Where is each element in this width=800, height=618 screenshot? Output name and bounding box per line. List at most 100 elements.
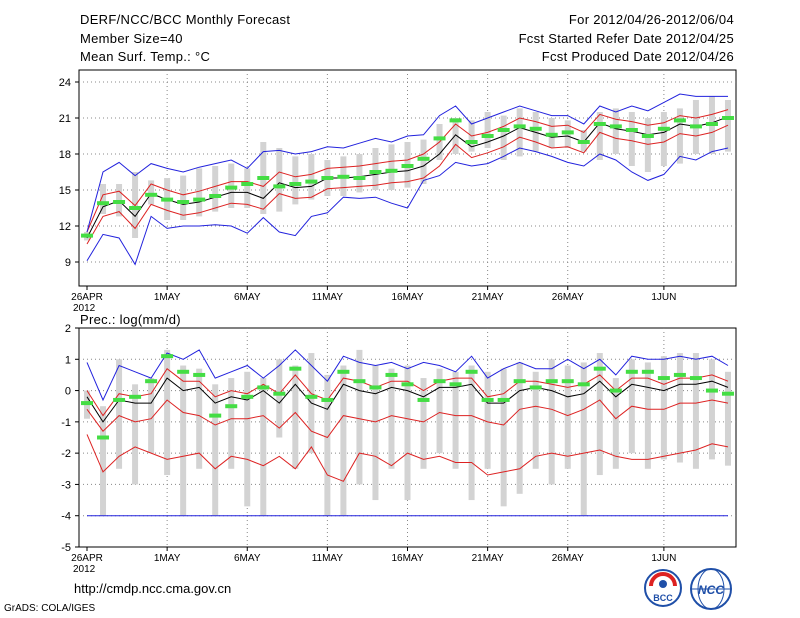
- prec-observed-mark: [689, 376, 702, 381]
- temp-observed-mark: [113, 200, 126, 204]
- prec-ensemble-bar: [260, 378, 267, 516]
- prec-observed-mark: [481, 397, 494, 402]
- temp-ensemble-bar: [276, 148, 283, 212]
- temp-observed-mark: [193, 197, 206, 202]
- prec-ensemble-bar: [644, 362, 651, 469]
- prec-ensemble-bar: [420, 378, 427, 469]
- prec-x-tick-label: 26MAY: [552, 553, 584, 564]
- temp-x-tick-label: 1JUN: [651, 292, 676, 303]
- temp-observed-mark: [209, 194, 222, 198]
- forecast-period: For 2012/04/26-2012/06/04: [568, 12, 734, 27]
- bcc-logo-text: BCC: [653, 593, 673, 603]
- prec-ensemble-bar: [292, 365, 299, 469]
- temp-observed-mark: [289, 182, 302, 186]
- prec-observed-mark: [385, 372, 398, 377]
- prec-line-max-envelope: [86, 349, 729, 402]
- temp-observed-mark: [273, 184, 286, 189]
- temp-observed-mark: [257, 176, 270, 180]
- temp-ensemble-bar: [484, 112, 491, 148]
- temp-y-tick-label: 24: [59, 77, 71, 89]
- prec-ensemble-bar: [516, 362, 523, 494]
- temp-ensemble-bar: [676, 108, 683, 164]
- temp-y-tick-label: 9: [65, 257, 71, 269]
- prec-observed-mark: [657, 376, 670, 381]
- temp-observed-mark: [385, 168, 398, 173]
- prec-ensemble-bar: [692, 353, 699, 469]
- prec-ensemble-bar: [676, 353, 683, 463]
- prec-ensemble-bar: [404, 365, 411, 501]
- temp-ensemble-bar: [628, 112, 635, 166]
- temp-observed-mark: [401, 164, 414, 168]
- temp-observed-mark: [673, 118, 686, 123]
- temp-observed-mark: [609, 124, 622, 129]
- prec-line-lower-spread: [86, 399, 729, 439]
- prec-ensemble-bar: [500, 368, 507, 507]
- temp-observed-mark: [465, 140, 478, 144]
- prec-ensemble-bar: [100, 406, 107, 516]
- prec-observed-mark: [577, 382, 590, 387]
- temp-y-tick-label: 15: [59, 185, 71, 197]
- temp-ensemble-bar: [212, 166, 219, 212]
- prec-ensemble-bar: [244, 371, 251, 507]
- prec-observed-mark: [273, 391, 286, 396]
- prec-observed-mark: [289, 366, 302, 371]
- prec-observed-mark: [609, 388, 622, 393]
- prec-observed-mark: [449, 382, 462, 387]
- temp-ensemble-bar: [420, 139, 427, 184]
- temp-ensemble-bar: [100, 184, 107, 214]
- prec-observed-mark: [433, 379, 446, 384]
- prec-y-tick-label: -2: [61, 448, 71, 460]
- prec-ensemble-bar: [564, 365, 571, 469]
- temp-observed-mark: [641, 134, 654, 138]
- temp-ensemble-bar: [372, 148, 379, 190]
- temp-x-tick-label: 6MAY: [234, 292, 261, 303]
- prec-x-tick-label: 16MAY: [391, 553, 423, 564]
- forecast-produced-date: Fcst Produced Date 2012/04/26: [541, 49, 734, 64]
- prec-observed-mark: [417, 397, 430, 402]
- prec-observed-mark: [81, 401, 94, 406]
- forecast-start-date: Fcst Started Refer Date 2012/04/25: [518, 31, 734, 46]
- prec-observed-mark: [561, 379, 574, 384]
- prec-observed-mark: [641, 369, 654, 374]
- prec-ensemble-bar: [548, 359, 555, 485]
- temp-ensemble-bar: [500, 115, 507, 160]
- prec-observed-mark: [401, 382, 414, 387]
- prec-observed-mark: [337, 369, 350, 374]
- temp-observed-mark: [177, 200, 190, 204]
- prec-line-upper-spread: [86, 367, 729, 417]
- temp-observed-mark: [161, 197, 174, 202]
- prec-ensemble-bar: [708, 359, 715, 460]
- temp-line-upper-spread: [86, 109, 729, 233]
- footer-url[interactable]: http://cmdp.ncc.cma.gov.cn: [74, 581, 232, 596]
- prec-observed-mark: [593, 366, 606, 371]
- prec-observed-mark: [369, 385, 382, 390]
- temp-ensemble-bar: [180, 175, 187, 220]
- prec-observed-mark: [705, 388, 718, 393]
- prec-ensemble-bar: [116, 359, 123, 469]
- prec-line-ensemble-mean: [86, 377, 729, 423]
- temp-observed-mark: [529, 126, 542, 131]
- prec-ensemble-bar: [324, 374, 331, 516]
- prec-ensemble-bar: [436, 368, 443, 454]
- temp-ensemble-bar: [532, 112, 539, 152]
- temp-ensemble-bar: [660, 112, 667, 166]
- prec-observed-mark: [321, 397, 334, 402]
- prec-observed-mark: [305, 394, 318, 399]
- temp-observed-mark: [497, 128, 510, 132]
- temp-observed-mark: [369, 170, 382, 174]
- temp-ensemble-bar: [596, 112, 603, 160]
- prec-observed-mark: [673, 372, 686, 377]
- temp-ensemble-bar: [292, 156, 299, 205]
- prec-ensemble-bar: [660, 356, 667, 460]
- prec-x-tick-label: 1MAY: [154, 553, 181, 564]
- ncc-logo-text: NCC: [698, 583, 724, 597]
- prec-ensemble-bar: [196, 368, 203, 469]
- prec-y-tick-label: -1: [61, 417, 71, 429]
- temp-observed-mark: [81, 233, 94, 238]
- temp-observed-mark: [97, 201, 110, 206]
- temp-observed-mark: [689, 124, 702, 129]
- prec-ensemble-bar: [580, 362, 587, 516]
- prec-x-tick-label: 6MAY: [234, 553, 261, 564]
- prec-ensemble-bar: [340, 365, 347, 516]
